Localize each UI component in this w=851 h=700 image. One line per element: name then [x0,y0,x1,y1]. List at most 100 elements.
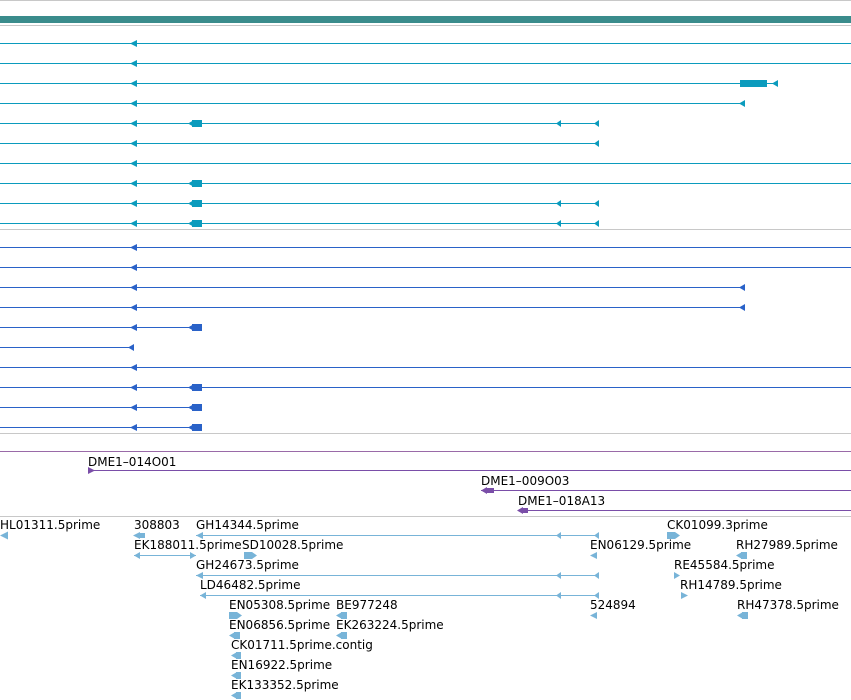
est-label: CK01711.5prime.contig [231,638,373,652]
left-arrow-icon [134,552,140,559]
cds-row[interactable] [0,244,851,251]
transcript-row[interactable] [0,60,851,67]
est-feature[interactable]: RH27989.5prime [736,538,838,559]
est-feature[interactable]: HL01311.5prime [0,518,100,540]
est-feature[interactable]: EK188011.5prime [134,538,242,559]
est-label: RH47378.5prime [737,598,839,612]
left-arrow-icon [229,632,235,639]
est-label: GH24673.5prime [196,558,299,572]
est-feature[interactable]: RE45584.5prime [674,558,775,579]
left-arrow-icon [130,220,137,227]
transcript-group-1 [0,40,851,227]
est-label: 308803 [134,518,180,532]
gene-bar[interactable] [0,16,851,23]
left-arrow-icon [130,404,137,411]
transcript-row[interactable] [0,180,851,187]
est-label: SD10028.5prime [242,538,343,552]
cds-row[interactable] [0,364,851,371]
left-arrow-icon [130,100,137,107]
est-label: RE45584.5prime [674,558,775,572]
est-feature[interactable]: CK01711.5prime.contig [231,638,373,659]
left-arrow-icon [130,140,137,147]
est-label: RH27989.5prime [736,538,838,552]
transcript-row[interactable] [0,80,778,87]
right-arrow-icon [681,592,688,599]
cds-row[interactable] [0,264,851,271]
est-label: LD46482.5prime [200,578,301,592]
left-arrow-icon [130,424,137,431]
est-feature[interactable]: RH47378.5prime [737,598,839,619]
est-feature[interactable]: 524894 [590,598,636,619]
left-arrow-icon [130,284,137,291]
est-label: GH14344.5prime [196,518,299,532]
oligo-label: DME1–009O03 [481,474,569,488]
est-feature[interactable]: EN06856.5prime [229,618,330,639]
cds-row[interactable] [0,304,745,311]
est-feature[interactable]: RH14789.5prime [680,578,782,599]
transcript-row[interactable] [0,100,745,107]
transcript-row[interactable] [0,200,599,207]
est-label: EN16922.5prime [231,658,332,672]
est-feature[interactable]: GH24673.5prime [196,558,599,579]
right-arrow-icon [237,612,242,619]
est-feature[interactable]: GH14344.5prime [196,518,599,539]
est-feature[interactable]: BE977248 [336,598,398,619]
left-arrow-icon [590,552,597,559]
transcript-row[interactable] [0,40,851,47]
left-arrow-icon [196,572,203,579]
transcript-row[interactable] [0,140,599,147]
exon-block [740,80,767,87]
left-arrow-icon [231,692,237,699]
left-arrow-icon [130,324,137,331]
est-label: EK188011.5prime [134,538,242,552]
left-arrow-icon [200,592,206,599]
cds-row[interactable] [0,324,202,331]
est-feature[interactable]: EN06129.5prime [590,538,691,559]
transcript-row[interactable] [0,160,851,167]
est-feature[interactable]: SD10028.5prime [242,538,343,559]
left-arrow-icon [336,632,342,639]
cds-row[interactable] [0,384,851,391]
left-arrow-icon [0,531,8,540]
left-arrow-icon [590,612,597,619]
left-arrow-icon [130,180,137,187]
est-label: CK01099.3prime [667,518,768,532]
left-arrow-icon [130,160,137,167]
est-feature[interactable]: EN05308.5prime [229,598,330,619]
left-arrow-icon [736,552,742,559]
left-arrow-icon [130,364,137,371]
left-arrow-icon [130,80,137,87]
est-feature[interactable]: CK01099.3prime [667,518,768,539]
cds-row[interactable] [0,404,202,411]
left-arrow-icon [772,80,778,87]
transcript-row[interactable] [0,220,599,227]
right-arrow-icon [675,532,680,539]
oligo-feature[interactable]: DME1–018A13 [517,494,851,514]
left-arrow-icon [737,612,743,619]
right-arrow-icon [674,572,680,579]
oligo-feature[interactable]: DME1–009O03 [481,474,851,494]
est-feature[interactable]: LD46482.5prime [200,578,599,599]
left-arrow-icon [336,612,342,619]
oligo-label: DME1–014O01 [88,455,176,469]
est-label: EK263224.5prime [336,618,444,632]
est-feature[interactable]: 308803 [133,518,180,539]
transcript-row[interactable] [0,120,599,127]
oligo-label: DME1–018A13 [518,494,605,508]
left-arrow-icon [130,304,137,311]
cds-row[interactable] [0,344,134,351]
est-label: HL01311.5prime [0,518,100,532]
est-feature[interactable]: EK133352.5prime [231,678,339,699]
left-arrow-icon [130,244,137,251]
cds-row[interactable] [0,424,202,431]
cds-row[interactable] [0,284,745,291]
est-label: EK133352.5prime [231,678,339,692]
left-arrow-icon [133,532,140,539]
est-feature[interactable]: EN16922.5prime [231,658,332,679]
left-arrow-icon [130,264,137,271]
left-arrow-icon [231,652,237,659]
oligo-feature[interactable]: DME1–014O01 [88,455,851,474]
est-label: EN05308.5prime [229,598,330,612]
est-feature[interactable]: EK263224.5prime [336,618,444,639]
